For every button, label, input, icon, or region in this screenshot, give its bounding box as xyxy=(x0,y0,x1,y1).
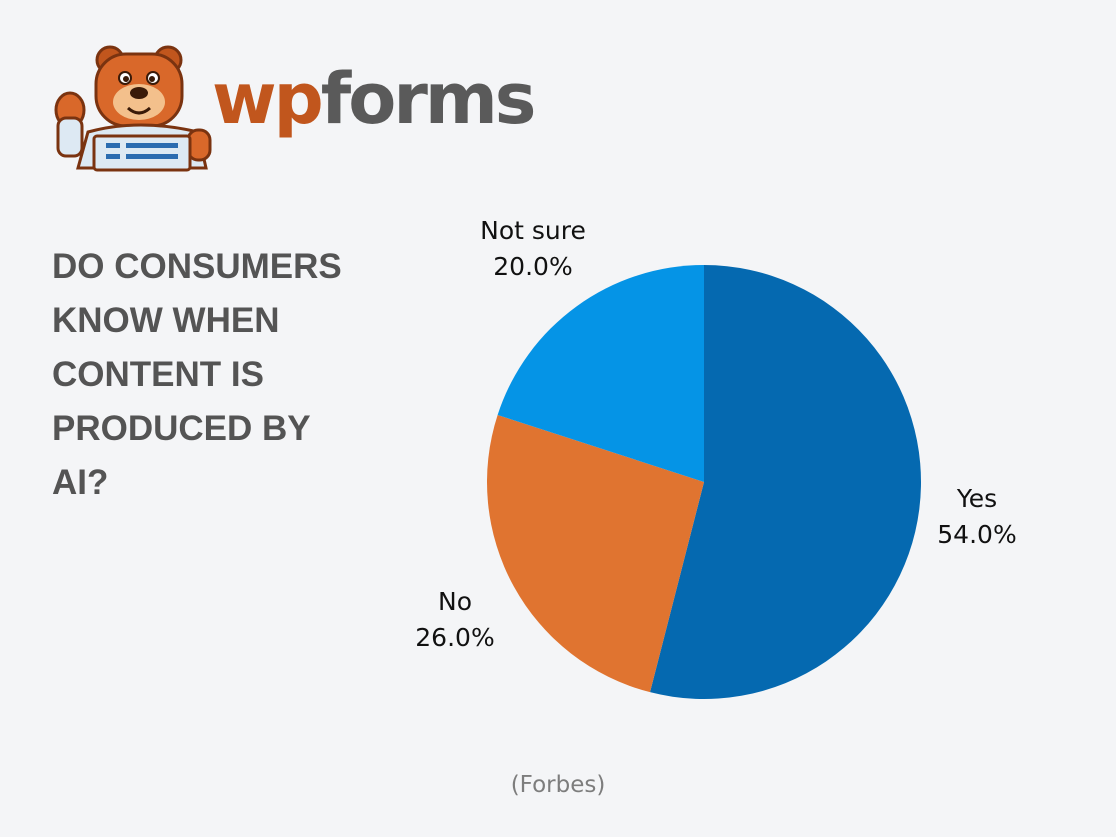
slice-label-no: No xyxy=(438,587,472,616)
source-note: (Forbes) xyxy=(510,772,606,798)
pie-slice-not-sure xyxy=(497,265,704,482)
pie-slice-yes xyxy=(650,265,921,699)
pie-slice-no xyxy=(486,414,704,693)
slice-value-yes: 54.0% xyxy=(937,520,1016,549)
page-title: DO CONSUMERS KNOW WHEN CONTENT IS PRODUC… xyxy=(52,247,342,502)
bear-mascot-icon xyxy=(54,45,212,172)
logo-wp-text: wp xyxy=(212,58,324,140)
slice-value-no: 26.0% xyxy=(415,623,494,652)
slice-value-not-sure: 20.0% xyxy=(493,252,572,281)
logo-forms-text: forms xyxy=(320,58,537,140)
slice-label-not-sure: Not sure xyxy=(480,216,586,245)
logo-wordmark: wpforms xyxy=(212,64,536,134)
slice-label-yes: Yes xyxy=(956,484,997,513)
